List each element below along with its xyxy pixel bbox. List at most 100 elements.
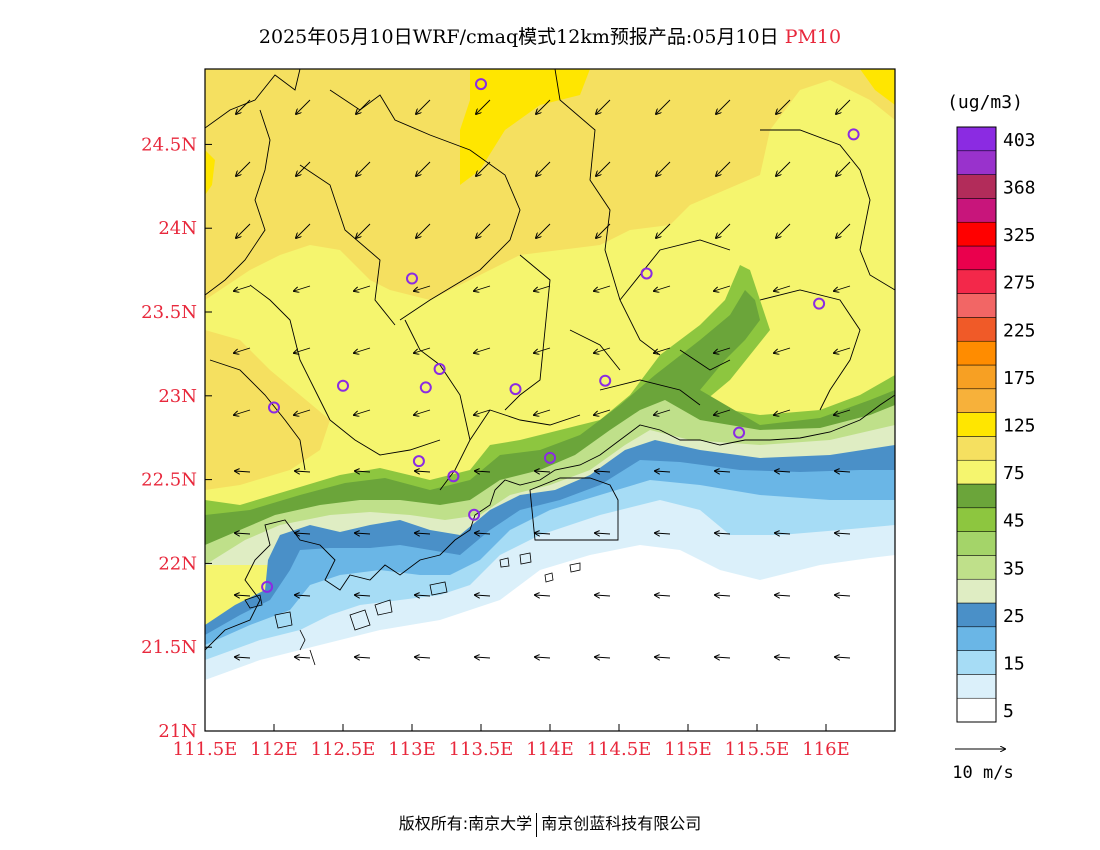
wind-arrow	[774, 285, 791, 291]
wind-arrow	[235, 471, 251, 472]
wind-arrow	[234, 409, 251, 415]
band-white	[205, 545, 895, 731]
station-marker	[847, 128, 860, 141]
colorbar-segment	[956, 245, 997, 271]
wind-arrow	[355, 657, 371, 658]
colorbar-label: 403	[1003, 130, 1036, 151]
wind-arrow	[536, 161, 551, 176]
colorbar-segment	[956, 436, 997, 461]
wind-arrow	[835, 471, 851, 472]
wind-arrow	[295, 657, 311, 658]
colorbar-segment	[956, 388, 997, 413]
colorbar-segment	[956, 697, 997, 723]
wind-arrow	[714, 285, 731, 291]
wind-arrow	[835, 533, 851, 534]
station-marker	[599, 374, 612, 387]
colorbar-label: 225	[1003, 320, 1036, 341]
copyright-right: 南京创蓝科技有限公司	[541, 814, 702, 833]
wind-arrow	[415, 471, 431, 472]
colorbar-segment	[956, 364, 997, 390]
wind-arrow	[536, 223, 551, 238]
wind-arrow	[715, 471, 731, 472]
wind-arrow	[535, 657, 551, 658]
wind-arrow	[474, 409, 491, 415]
wind-arrow	[416, 161, 431, 176]
wind-arrow	[654, 347, 671, 353]
wind-arrow	[596, 223, 611, 238]
lon-tick-label: 114.5E	[587, 739, 652, 760]
band-75-125-west	[205, 330, 330, 490]
wind-arrow	[235, 595, 251, 596]
wind-arrow	[294, 409, 311, 415]
wind-arrow	[835, 657, 851, 658]
colorbar-segment	[956, 340, 997, 366]
wind-arrow	[476, 223, 491, 238]
wind-arrow	[355, 533, 371, 534]
wind-arrow	[415, 533, 431, 534]
band-125-north	[460, 69, 590, 185]
wind-arrow	[776, 223, 791, 238]
station-marker	[733, 426, 746, 439]
colorbar-legend: 5 15 25 35 45 75 125 175 225 275 325 368 403 (ug/m3) 1…	[947, 92, 1035, 783]
wind-arrow	[596, 99, 611, 114]
colorbar-label: 75	[1003, 463, 1025, 484]
wind-arrow	[354, 285, 371, 291]
colorbar-segment	[956, 174, 997, 199]
lon-tick-label: 116E	[802, 739, 850, 760]
wind-arrow	[775, 657, 791, 658]
wind-arrow	[355, 595, 371, 596]
wind-arrow	[415, 595, 431, 596]
wind-arrow	[296, 223, 311, 238]
wind-arrow	[836, 161, 851, 176]
band-125-w	[205, 150, 215, 195]
colorbar-label: 15	[1003, 654, 1025, 675]
wind-arrow	[234, 347, 251, 353]
colorbar-segment	[956, 126, 997, 152]
colorbar-segment	[956, 507, 997, 532]
wind-arrow	[354, 347, 371, 353]
wind-arrow	[834, 409, 851, 415]
band-125-ne	[860, 69, 895, 105]
wind-arrow	[475, 657, 491, 658]
colorbar-label: 325	[1003, 225, 1036, 246]
wind-arrow	[356, 99, 371, 114]
wind-arrow	[595, 595, 611, 596]
colorbar-segment	[956, 555, 997, 580]
wind-arrow	[295, 471, 311, 472]
lat-tick-label: 21N	[158, 721, 197, 742]
monitoring-stations	[261, 78, 860, 593]
lat-tick-label: 22.5N	[141, 470, 197, 491]
wind-arrow	[596, 161, 611, 176]
wind-arrow	[655, 471, 671, 472]
wind-reference-label: 10 m/s	[952, 763, 1013, 783]
wind-arrow	[714, 347, 731, 353]
wind-arrow	[775, 471, 791, 472]
wind-arrow	[774, 347, 791, 353]
wind-arrow	[655, 657, 671, 658]
wind-arrow	[414, 285, 431, 291]
colorbar-frame	[956, 126, 997, 723]
colorbar-label: 5	[1003, 701, 1014, 722]
admin-boundaries	[205, 69, 895, 491]
wind-arrow	[414, 409, 431, 415]
wind-arrow	[594, 409, 611, 415]
colorbar-segment	[956, 221, 997, 247]
wind-arrow	[654, 409, 671, 415]
colorbar-segment	[956, 626, 997, 651]
lat-tick-label: 22N	[158, 553, 197, 574]
station-marker	[412, 455, 425, 468]
wind-arrow	[835, 595, 851, 596]
copyright-footer: 版权所有:南京大学 南京创蓝科技有限公司	[0, 810, 1100, 837]
wind-arrow	[656, 99, 671, 114]
colorbar-segment	[956, 650, 997, 675]
wind-arrow	[356, 223, 371, 238]
wind-arrow	[236, 99, 251, 114]
pollutant-name: PM10	[784, 26, 842, 48]
colorbar-segment	[956, 150, 997, 175]
colorbar-label: 275	[1003, 273, 1036, 294]
colorbar-segment	[956, 269, 997, 294]
wind-arrow	[774, 409, 791, 415]
station-marker	[433, 362, 446, 375]
colorbar-label: 35	[1003, 558, 1025, 579]
colorbar-label: 368	[1003, 178, 1036, 199]
